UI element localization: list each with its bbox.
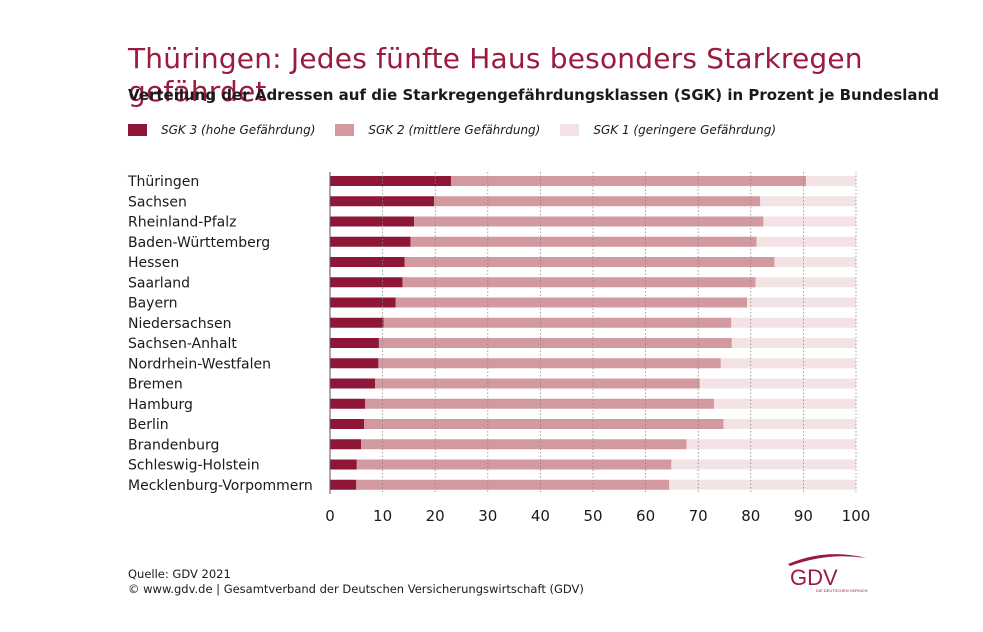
legend-swatch-sgk3 [128, 124, 147, 136]
bar-sgk2 [375, 378, 700, 389]
bar-sgk2 [378, 338, 732, 348]
bar-sgk2 [365, 398, 714, 409]
x-tick-label: 80 [741, 507, 760, 525]
chart-title: Thüringen: Jedes fünfte Haus besonders S… [128, 42, 863, 108]
category-label: Nordrhein-Westfalen [128, 356, 271, 372]
category-label: Schleswig-Holstein [128, 458, 260, 474]
x-tick-label: 60 [636, 507, 655, 525]
bar-sgk2 [404, 257, 775, 267]
bar-sgk3 [330, 277, 403, 288]
category-label: Rheinland-Pfalz [128, 215, 236, 231]
chart-subtitle: Verteilung der Adressen auf die Starkreg… [128, 86, 939, 104]
x-tick-label: 50 [583, 507, 602, 525]
bar-sgk1 [723, 419, 856, 429]
category-label: Berlin [128, 417, 169, 433]
x-tick-label: 20 [426, 507, 445, 525]
category-label: Thüringen [127, 174, 199, 190]
bar-sgk1 [686, 439, 856, 450]
category-label: Saarland [128, 275, 190, 291]
bar-sgk2 [364, 419, 724, 429]
x-tick-label: 0 [325, 507, 335, 525]
bar-sgk1 [671, 459, 856, 470]
bar-sgk3 [330, 358, 379, 369]
bar-sgk3 [330, 419, 365, 429]
legend-label-sgk3: SGK 3 (hohe Gefährdung) [161, 123, 316, 137]
bar-sgk3 [330, 297, 396, 308]
bar-sgk3 [330, 459, 357, 470]
bar-sgk3 [330, 236, 411, 247]
legend-swatch-sgk2 [335, 124, 355, 136]
legend-swatch-sgk1 [560, 124, 580, 136]
bar-sgk3 [330, 439, 362, 450]
svg-text:DIE DEUTSCHEN VERSICHERER: DIE DEUTSCHEN VERSICHERER [816, 588, 868, 593]
bar-sgk2 [450, 176, 807, 186]
x-tick-label: 10 [373, 507, 392, 525]
category-label: Mecklenburg-Vorpommern [128, 478, 313, 494]
x-tick-label: 70 [689, 507, 708, 525]
bar-sgk1 [806, 176, 856, 186]
svg-text:GDV: GDV [790, 565, 838, 590]
copyright-line: © www.gdv.de | Gesamtverband der Deutsch… [128, 582, 584, 596]
category-label: Hessen [128, 255, 179, 271]
category-label: Bayern [128, 296, 177, 312]
category-label: Baden-Württemberg [128, 235, 270, 251]
bar-sgk3 [330, 216, 415, 227]
bar-sgk1 [699, 378, 856, 389]
bar-sgk2 [383, 317, 732, 328]
legend-label-sgk2: SGK 2 (mittlere Gefährdung) [368, 123, 541, 137]
bar-sgk2 [434, 196, 761, 207]
source-note: Quelle: GDV 2021 © www.gdv.de | Gesamtve… [128, 567, 584, 597]
legend-item-sgk2: SGK 2 (mittlere Gefährdung) [335, 123, 540, 137]
bar-sgk3 [330, 479, 357, 490]
bar-sgk3 [330, 257, 405, 267]
bar-sgk1 [731, 317, 856, 328]
category-label: Brandenburg [128, 437, 219, 453]
bar-sgk2 [410, 236, 757, 247]
bar-sgk2 [414, 216, 764, 227]
legend-item-sgk3: SGK 3 (hohe Gefährdung) [128, 123, 315, 137]
legend-item-sgk1: SGK 1 (geringere Gefährdung) [560, 123, 776, 137]
bar-sgk1 [720, 358, 856, 369]
category-label: Hamburg [128, 397, 193, 413]
bar-sgk2 [356, 479, 670, 490]
x-tick-label: 90 [794, 507, 813, 525]
bar-sgk3 [330, 176, 451, 186]
category-label: Niedersachsen [128, 316, 231, 332]
source-line: Quelle: GDV 2021 [128, 567, 231, 581]
bar-sgk3 [330, 338, 379, 348]
bar-sgk1 [760, 196, 856, 207]
legend-label-sgk1: SGK 1 (geringere Gefährdung) [593, 123, 777, 137]
bar-sgk2 [361, 439, 687, 450]
bar-sgk1 [731, 338, 856, 348]
category-label: Bremen [128, 377, 183, 393]
bar-sgk1 [747, 297, 856, 308]
bar-sgk3 [330, 398, 366, 409]
x-tick-label: 40 [531, 507, 550, 525]
bar-sgk1 [756, 236, 856, 247]
bar-sgk1 [755, 277, 856, 288]
bar-sgk1 [669, 479, 856, 490]
bar-sgk2 [402, 277, 756, 288]
x-tick-label: 30 [478, 507, 497, 525]
bar-sgk2 [356, 459, 672, 470]
category-label: Sachsen [128, 194, 187, 210]
bar-sgk3 [330, 196, 435, 207]
category-label: Sachsen-Anhalt [128, 336, 237, 352]
bar-sgk2 [395, 297, 748, 308]
bar-sgk1 [763, 216, 856, 227]
gdv-logo: GDV DIE DEUTSCHEN VERSICHERER [788, 554, 868, 593]
bar-sgk1 [713, 398, 856, 409]
legend: SGK 3 (hohe Gefährdung) SGK 2 (mittlere … [128, 122, 796, 138]
x-tick-label: 100 [842, 507, 871, 525]
bar-sgk3 [330, 317, 384, 328]
bar-sgk2 [378, 358, 721, 369]
bar-sgk1 [774, 257, 856, 267]
bar-sgk3 [330, 378, 376, 389]
